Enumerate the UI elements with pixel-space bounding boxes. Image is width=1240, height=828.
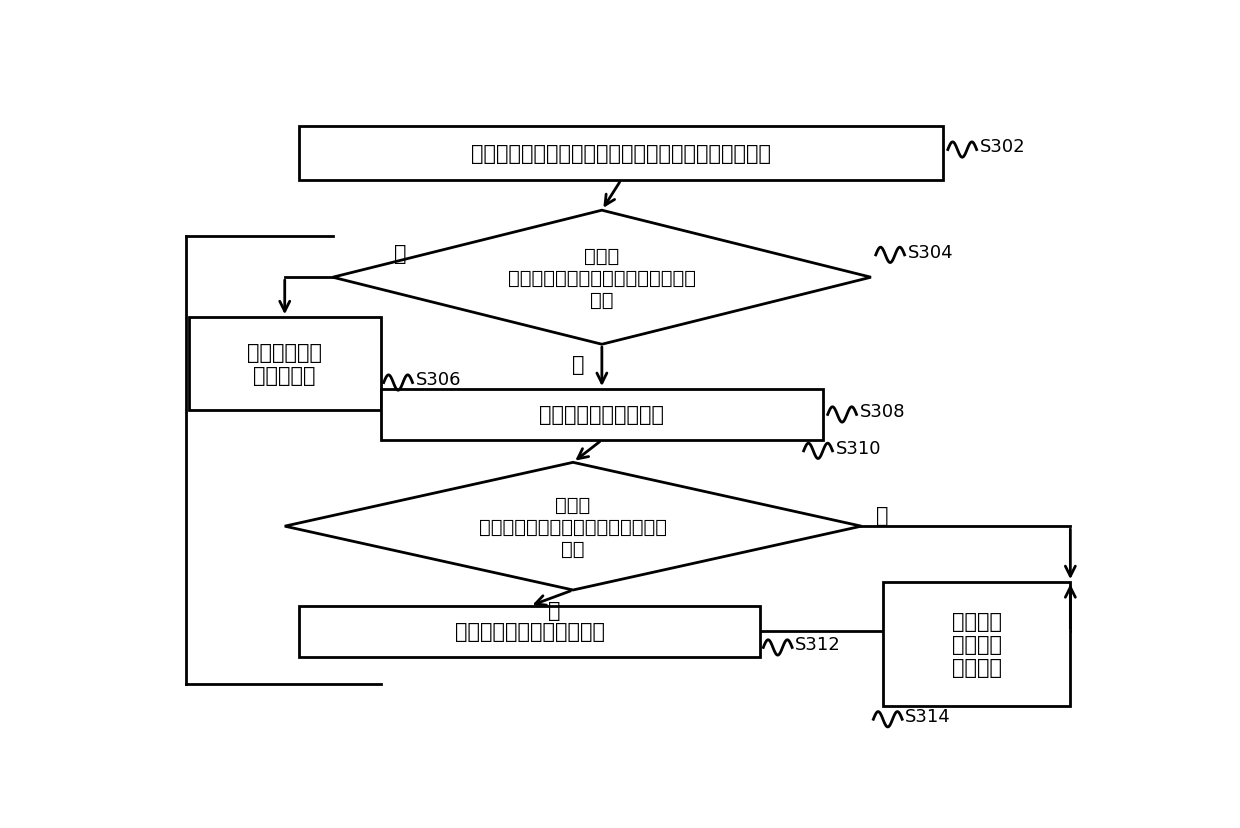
Text: S312: S312	[795, 635, 841, 653]
Text: 是: 是	[548, 599, 560, 620]
Text: 否: 否	[572, 354, 584, 374]
Text: S308: S308	[859, 402, 905, 421]
Text: S302: S302	[980, 138, 1025, 156]
Polygon shape	[332, 211, 870, 344]
Polygon shape	[285, 463, 862, 590]
Text: 检测实
时温度是否小于或等于第一预设温度
阈值: 检测实 时温度是否小于或等于第一预设温度 阈值	[508, 247, 696, 310]
Text: S304: S304	[908, 243, 954, 262]
FancyBboxPatch shape	[188, 318, 381, 410]
Text: S310: S310	[836, 439, 880, 457]
Text: 在检测到冰箱进入冷藏模式时，采集制冷室的实时温度: 在检测到冰箱进入冷藏模式时，采集制冷室的实时温度	[471, 143, 771, 164]
Text: 控制风机
运行，压
缩机运行: 控制风机 运行，压 缩机运行	[951, 611, 1002, 677]
Text: 控制风机运行，压缩机关闭: 控制风机运行，压缩机关闭	[455, 622, 605, 642]
Text: 是: 是	[394, 244, 407, 264]
Text: 采集蒸发器的表面温度: 采集蒸发器的表面温度	[539, 405, 665, 425]
FancyBboxPatch shape	[381, 389, 823, 440]
Text: S306: S306	[415, 371, 461, 389]
Text: S314: S314	[905, 707, 951, 725]
Text: 控制压缩机与
风机均关闭: 控制压缩机与 风机均关闭	[247, 342, 322, 386]
FancyBboxPatch shape	[299, 127, 944, 181]
FancyBboxPatch shape	[883, 582, 1070, 706]
Text: 否: 否	[875, 505, 888, 525]
Text: 检测实
时温度是否小于或等于第二预设温度
阈值: 检测实 时温度是否小于或等于第二预设温度 阈值	[479, 495, 667, 558]
FancyBboxPatch shape	[299, 606, 760, 657]
